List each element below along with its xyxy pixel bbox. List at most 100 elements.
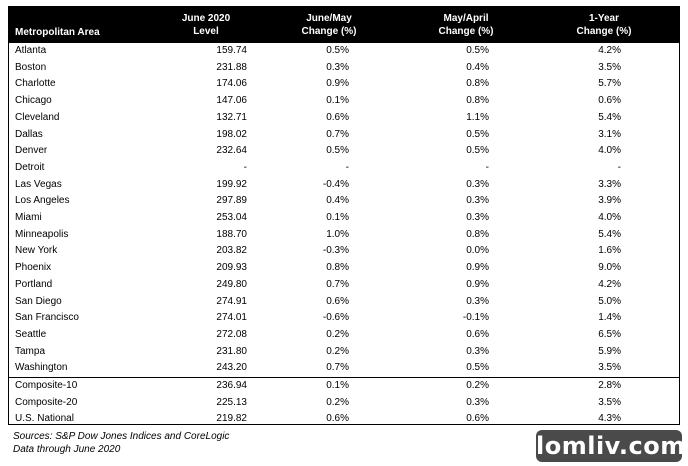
cell-area: Miami — [15, 212, 42, 224]
header-yoy-line2: Change (%) — [576, 26, 632, 37]
cell-may-april: 0.9% — [466, 262, 489, 274]
cell-level: 274.01 — [216, 312, 247, 324]
cell-june-may: 0.1% — [326, 95, 349, 107]
data-through-line: Data through June 2020 — [13, 444, 121, 455]
table-row: Minneapolis 188.70 1.0% 0.8% 5.4% — [9, 227, 679, 244]
cell-june-may: 0.6% — [326, 295, 349, 307]
cell-one-year: - — [617, 161, 621, 173]
cell-area: Cleveland — [15, 111, 60, 123]
table-row: Cleveland 132.71 0.6% 1.1% 5.4% — [9, 110, 679, 127]
cell-may-april: 0.6% — [466, 413, 489, 425]
cell-may-april: 0.5% — [466, 362, 489, 374]
cell-area: U.S. National — [15, 413, 74, 425]
cell-area: Dallas — [15, 128, 43, 140]
header-area-label: Metropolitan Area — [15, 27, 100, 38]
cell-area: Minneapolis — [15, 228, 69, 240]
cell-june-may: -0.4% — [322, 178, 349, 190]
cell-june-may: -0.6% — [322, 312, 349, 324]
table-row: Composite-20 225.13 0.2% 0.3% 3.5% — [9, 395, 679, 412]
cell-may-april: 0.3% — [466, 345, 489, 357]
cell-area: Detroit — [15, 161, 45, 173]
cell-level: 147.06 — [216, 95, 247, 107]
cell-one-year: 3.5% — [598, 61, 621, 73]
cell-level: 225.13 — [216, 396, 247, 408]
cell-area: Atlanta — [15, 45, 47, 56]
sources-line: Sources: S&P Dow Jones Indices and CoreL… — [13, 431, 230, 442]
table-row: Atlanta 159.74 0.5% 0.5% 4.2% — [9, 43, 679, 60]
cell-june-may: 0.1% — [326, 212, 349, 224]
cell-may-april: 0.8% — [466, 95, 489, 107]
cell-one-year: 1.6% — [598, 245, 621, 257]
cell-june-may: 0.7% — [326, 362, 349, 374]
cell-area: Portland — [15, 278, 53, 290]
cell-may-april: 0.3% — [466, 195, 489, 207]
cell-level: 297.89 — [216, 195, 247, 207]
cell-area: Denver — [15, 145, 48, 157]
header-level: June 2020 Level — [153, 7, 255, 43]
cell-june-may: 0.4% — [326, 195, 349, 207]
cell-june-may: 0.6% — [326, 111, 349, 123]
cell-june-may: 0.9% — [326, 78, 349, 90]
cell-one-year: 3.1% — [598, 128, 621, 140]
cell-one-year: 5.7% — [598, 78, 621, 90]
cell-level: 231.88 — [216, 61, 247, 73]
cell-area: Chicago — [15, 95, 52, 107]
cell-one-year: 5.9% — [598, 345, 621, 357]
cell-june-may: 0.8% — [326, 262, 349, 274]
cell-one-year: 3.9% — [598, 195, 621, 207]
header-one-year-change: 1-Year Change (%) — [529, 7, 679, 43]
cell-area: Boston — [15, 61, 47, 73]
cell-one-year: 9.0% — [598, 262, 621, 274]
cell-june-may: -0.3% — [322, 245, 349, 257]
cell-level: 219.82 — [216, 413, 247, 425]
cell-level: 132.71 — [216, 111, 247, 123]
cell-level: 249.80 — [216, 278, 247, 290]
cell-level: 209.93 — [216, 262, 247, 274]
cell-june-may: 0.3% — [326, 61, 349, 73]
cell-level: 236.94 — [153, 377, 255, 395]
cell-level: 159.74 — [216, 45, 247, 56]
cell-may-april: 0.5% — [466, 45, 489, 56]
cell-june-may: 0.2% — [326, 328, 349, 340]
cell-level: 203.82 — [216, 245, 247, 257]
cell-june-may: 1.0% — [326, 228, 349, 240]
table-row: Charlotte 174.06 0.9% 0.8% 5.7% — [9, 76, 679, 93]
cell-may-april: 0.9% — [466, 278, 489, 290]
cell-one-year: 3.3% — [598, 178, 621, 190]
cell-level: 253.04 — [216, 212, 247, 224]
cell-may-april: 0.2% — [403, 377, 529, 395]
cell-area: San Diego — [15, 295, 62, 307]
table-row: Miami 253.04 0.1% 0.3% 4.0% — [9, 210, 679, 227]
table-row: Dallas 198.02 0.7% 0.5% 3.1% — [9, 127, 679, 144]
header-ma-line1: May/April — [443, 13, 489, 24]
cell-june-may: 0.5% — [326, 45, 349, 56]
cell-june-may: 0.2% — [326, 396, 349, 408]
cell-one-year: 1.4% — [598, 312, 621, 324]
cell-may-april: -0.1% — [462, 312, 489, 324]
cell-area: Los Angeles — [15, 195, 70, 207]
cell-one-year: 5.4% — [598, 228, 621, 240]
cell-one-year: 4.3% — [598, 413, 621, 425]
table-row: Los Angeles 297.89 0.4% 0.3% 3.9% — [9, 193, 679, 210]
cell-one-year: 0.6% — [598, 95, 621, 107]
home-price-table: Metropolitan Area June 2020 Level June/M… — [9, 7, 679, 428]
table-row: San Francisco 274.01 -0.6% -0.1% 1.4% — [9, 310, 679, 327]
cell-may-april: 0.3% — [466, 212, 489, 224]
header-mom-line1: June/May — [306, 13, 352, 24]
cell-may-april: 0.3% — [466, 396, 489, 408]
table-row: Detroit - - - - — [9, 160, 679, 177]
table-row: Chicago 147.06 0.1% 0.8% 0.6% — [9, 93, 679, 110]
header-june-may-change: June/May Change (%) — [255, 7, 403, 43]
header-yoy-line1: 1-Year — [588, 13, 620, 24]
cell-area: Las Vegas — [15, 178, 62, 190]
cell-area: San Francisco — [15, 312, 79, 324]
cell-may-april: 0.5% — [466, 145, 489, 157]
header-metropolitan-area: Metropolitan Area — [9, 7, 153, 43]
cell-one-year: 4.0% — [598, 145, 621, 157]
cell-may-april: 0.8% — [466, 228, 489, 240]
table-row: San Diego 274.91 0.6% 0.3% 5.0% — [9, 294, 679, 311]
cell-area: Phoenix — [15, 262, 52, 274]
table-row: Washington 243.20 0.7% 0.5% 3.5% — [9, 360, 679, 377]
table-row: New York 203.82 -0.3% 0.0% 1.6% — [9, 243, 679, 260]
table-row: Tampa 231.80 0.2% 0.3% 5.9% — [9, 344, 679, 361]
